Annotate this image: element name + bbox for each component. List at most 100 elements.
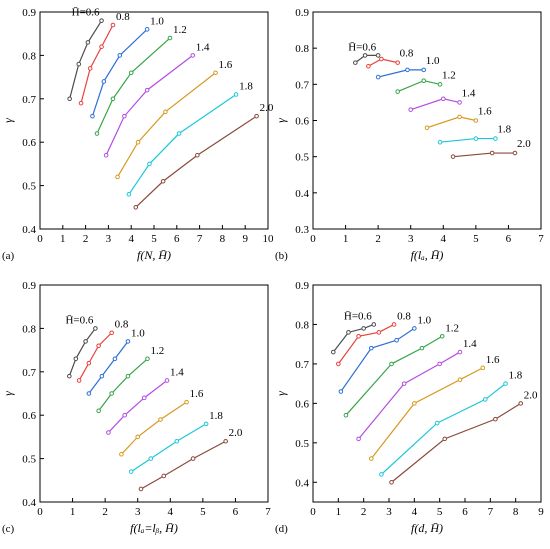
data-point — [106, 430, 111, 435]
data-point — [518, 401, 524, 406]
y-axis-label: γ — [1, 391, 15, 396]
series-label: 1.2 — [173, 24, 187, 36]
x-axis-label: f(d, H̄) — [411, 521, 443, 535]
data-point — [119, 451, 124, 457]
data-point — [412, 401, 417, 406]
data-point — [439, 333, 445, 339]
series-label: 2.0 — [229, 427, 243, 439]
series-line — [105, 54, 194, 156]
data-point — [190, 456, 196, 461]
series-label: 1.0 — [131, 327, 145, 339]
series-line — [391, 402, 522, 483]
series-line — [91, 28, 148, 117]
chart-panel-3: 0 1 2 3 4 5 6 7 0.4 0.5 0.6 0.7 0.8 0.9 f(lₐ=lᵦ, H̄) γ (… — [1, 280, 271, 535]
panel-label: (d) — [275, 523, 288, 535]
y-tick-label: 0.4 — [22, 224, 36, 236]
data-point — [76, 61, 82, 67]
data-point — [482, 397, 488, 402]
y-tick-label: 0.7 — [295, 359, 309, 371]
data-point — [450, 154, 456, 159]
series-label: 1.2 — [150, 345, 164, 357]
x-axis-label: f(N, H̄) — [137, 248, 171, 262]
series-label: 1.2 — [445, 322, 459, 334]
series-label: 1.8 — [209, 410, 223, 422]
y-tick-label: 0.4 — [22, 497, 36, 509]
series-line — [130, 423, 207, 473]
series-label: 1.4 — [196, 41, 210, 53]
series-label: 1.0 — [426, 55, 440, 67]
series-label: 1.0 — [417, 314, 431, 326]
data-point — [122, 412, 127, 418]
data-point — [480, 365, 486, 371]
data-point — [101, 79, 107, 84]
data-point — [437, 82, 443, 87]
data-point — [160, 178, 166, 184]
data-point — [493, 136, 498, 141]
chart-panel-4: 0 1 2 3 4 5 6 7 8 9 0.4 0.5 0.6 0.7 0.8 0.9 f(d, H̄) γ (d)… — [274, 280, 544, 535]
x-tick-label: 8 — [220, 233, 226, 245]
y-tick-label: 0.3 — [295, 224, 309, 236]
data-point — [145, 356, 150, 362]
data-point — [379, 472, 384, 477]
data-point — [473, 136, 479, 141]
series-line — [80, 24, 114, 104]
data-point — [174, 438, 180, 444]
data-point — [338, 389, 344, 394]
series-label: 1.6 — [190, 388, 204, 400]
x-tick-label: 3 — [135, 506, 141, 518]
data-point — [440, 96, 446, 102]
data-point — [78, 100, 84, 106]
x-tick-label: 7 — [197, 233, 203, 245]
data-point — [103, 152, 109, 158]
data-point — [391, 322, 397, 327]
data-point — [73, 356, 79, 362]
series-line — [69, 20, 103, 99]
data-point — [379, 56, 384, 62]
y-tick-label: 0.7 — [295, 79, 309, 91]
data-point — [86, 391, 92, 396]
series-label: H̄=0.6 — [72, 7, 100, 19]
x-tick-label: 2 — [361, 506, 367, 518]
chart-panel-2: 0 1 2 3 4 5 6 7 0.3 0.4 0.5 0.6 0.7 0.8 0.9 f(lₐ, H̄) γ (… — [274, 7, 544, 262]
series-line — [337, 323, 395, 365]
data-point — [362, 53, 368, 58]
series-line — [345, 335, 443, 416]
data-point — [421, 78, 427, 84]
x-tick-label: 6 — [462, 506, 468, 518]
data-point — [395, 89, 400, 94]
series-line — [117, 72, 216, 178]
data-point — [148, 456, 154, 461]
x-tick-label: 4 — [412, 506, 418, 518]
data-point — [346, 330, 351, 335]
y-tick-label: 0.6 — [295, 398, 309, 410]
data-point — [133, 205, 139, 210]
x-tick-label: 0 — [310, 506, 316, 518]
series-label: 1.8 — [509, 370, 523, 382]
data-point — [86, 360, 92, 366]
series-line — [439, 137, 496, 143]
data-point — [457, 377, 463, 382]
data-point — [87, 66, 93, 71]
data-point — [437, 361, 442, 367]
y-tick-label: 0.5 — [295, 438, 309, 450]
data-point — [401, 381, 407, 386]
data-point — [90, 113, 95, 119]
data-point — [161, 473, 167, 479]
data-point — [128, 70, 134, 76]
series-line — [128, 93, 237, 195]
series-line — [370, 367, 484, 459]
y-tick-label: 0.4 — [295, 477, 309, 489]
series-line — [426, 116, 476, 129]
x-tick-label: 2 — [83, 233, 89, 245]
data-point — [366, 63, 371, 69]
data-point — [368, 456, 374, 461]
series-line — [410, 98, 460, 111]
x-tick-label: 5 — [151, 233, 157, 245]
x-axis-label: f(lₐ=lᵦ, H̄) — [130, 521, 178, 535]
x-tick-label: 7 — [488, 506, 494, 518]
y-tick-label: 0.4 — [295, 188, 309, 200]
data-point — [389, 479, 394, 485]
x-tick-label: 0 — [37, 233, 43, 245]
series-label: 0.8 — [115, 319, 129, 331]
